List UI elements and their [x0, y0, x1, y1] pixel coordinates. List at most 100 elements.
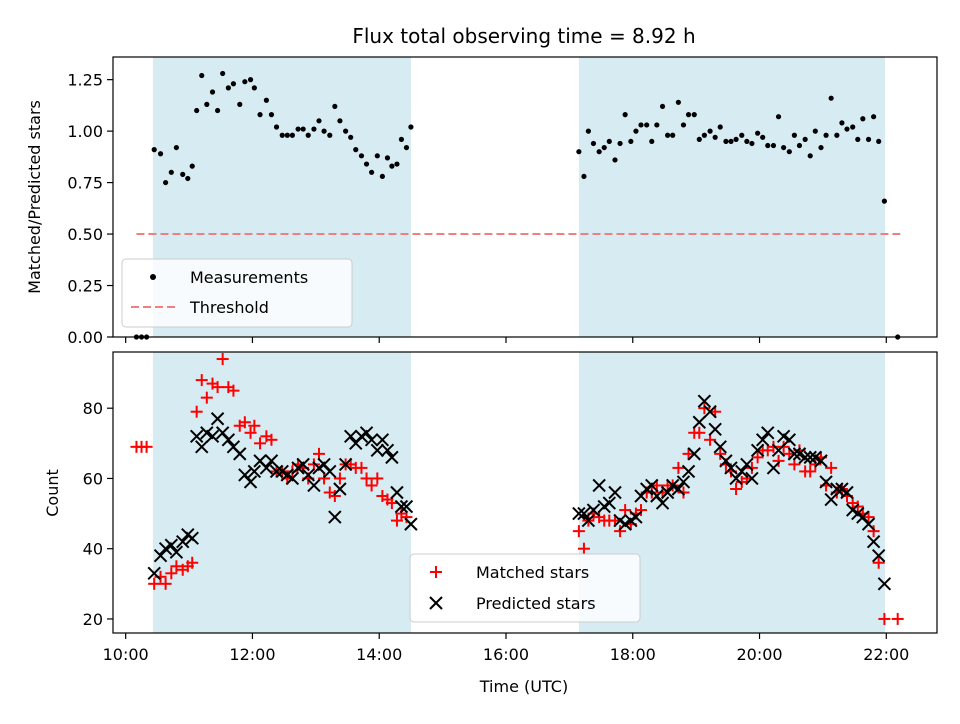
predicted-point-75 — [703, 405, 717, 419]
predicted-point-61 — [629, 510, 643, 524]
measurement-point-39 — [343, 128, 349, 134]
measurement-point-90 — [770, 142, 777, 149]
x-tick-label-3: 16:00 — [483, 645, 529, 664]
predicted-point-91 — [787, 447, 802, 461]
matched-point-45 — [371, 472, 384, 485]
measurement-point-109 — [871, 114, 877, 120]
x-tick-label-2: 14:00 — [356, 645, 402, 664]
measurement-point-102 — [834, 132, 840, 138]
measurement-point-47 — [384, 155, 391, 161]
matched-point-52 — [572, 525, 585, 538]
legend-predicted-label: Predicted stars — [476, 594, 596, 613]
predicted-point-18 — [243, 475, 258, 489]
bottom-legend-box — [409, 553, 641, 623]
measurement-point-77 — [701, 132, 707, 138]
measurement-point-37 — [332, 103, 338, 110]
predicted-point-106 — [866, 534, 881, 549]
measurement-point-17 — [225, 85, 231, 91]
matched-point-110 — [878, 612, 891, 625]
predicted-point-66 — [655, 496, 670, 510]
matched-point-22 — [248, 419, 261, 432]
measurement-point-105 — [850, 124, 856, 130]
predicted-point-49 — [404, 517, 418, 531]
measurement-point-32 — [305, 132, 311, 138]
measurement-point-93 — [786, 149, 792, 155]
predicted-point-97 — [819, 475, 833, 489]
matched-point-7 — [170, 560, 183, 573]
measurement-point-72 — [675, 99, 681, 105]
measurement-point-28 — [284, 132, 290, 138]
top-y-tick-label-5: 1.25 — [67, 71, 103, 90]
measurement-point-88 — [760, 134, 766, 140]
matched-point-77 — [704, 433, 717, 446]
matched-point-35 — [318, 472, 331, 485]
measurement-point-96 — [802, 136, 808, 142]
matched-point-16 — [216, 353, 229, 366]
predicted-point-54 — [592, 478, 606, 493]
bottom-y-axis-label: Count — [43, 469, 62, 517]
measurement-point-40 — [348, 134, 354, 140]
legend-predicted-marker — [429, 596, 443, 610]
measurement-point-21 — [247, 77, 254, 83]
measurement-point-108 — [865, 136, 872, 142]
top-measurement-points — [133, 70, 901, 340]
predicted-point-52 — [581, 513, 596, 528]
measurement-point-51 — [403, 144, 410, 151]
bottom-panel: 20 40 60 80 10:00 12:00 14:00 16:00 18:00 20:00 2… — [43, 351, 938, 696]
measurement-point-63 — [628, 138, 634, 145]
predicted-point-44 — [380, 443, 395, 458]
measurement-point-107 — [860, 116, 866, 122]
predicted-point-107 — [871, 549, 886, 563]
measurement-point-23 — [257, 112, 263, 118]
predicted-point-88 — [771, 443, 786, 458]
top-y-tick-label-4: 1.00 — [67, 122, 103, 141]
measurement-point-73 — [680, 122, 687, 128]
predicted-point-77 — [713, 440, 727, 454]
predicted-point-45 — [385, 450, 399, 465]
measurement-point-97 — [807, 153, 813, 159]
predicted-point-76 — [708, 422, 722, 436]
matched-point-107 — [862, 511, 875, 524]
measurement-point-14 — [209, 89, 216, 95]
matched-point-34 — [313, 447, 325, 460]
matched-point-96 — [804, 465, 817, 478]
measurement-point-101 — [828, 95, 834, 101]
measurement-point-33 — [311, 126, 317, 132]
measurement-point-70 — [665, 132, 671, 138]
bottom-predicted-points — [147, 394, 892, 591]
measurement-point-43 — [363, 161, 370, 167]
measurement-point-57 — [596, 149, 602, 155]
matched-point-105 — [851, 500, 864, 513]
measurement-point-30 — [295, 126, 301, 132]
top-y-tick-label-2: 0.50 — [67, 225, 103, 244]
matched-point-61 — [619, 504, 632, 517]
predicted-point-56 — [602, 496, 617, 510]
matched-point-93 — [788, 458, 801, 471]
matched-point-86 — [751, 451, 764, 464]
measurement-point-42 — [358, 153, 365, 159]
measurement-point-76 — [696, 136, 702, 142]
measurement-point-111 — [881, 198, 887, 204]
matched-point-89 — [767, 440, 780, 453]
top-y-ticks: 0.00 0.25 0.50 0.75 1.00 1.25 — [67, 71, 113, 347]
matched-point-21 — [244, 426, 257, 439]
predicted-point-40 — [359, 426, 374, 440]
predicted-point-30 — [307, 478, 321, 493]
measurement-point-67 — [649, 138, 655, 145]
predicted-point-69 — [671, 482, 686, 496]
measurement-point-71 — [670, 132, 676, 138]
measurement-point-55 — [585, 128, 591, 134]
legend-matched-marker — [430, 566, 442, 578]
predicted-point-41 — [364, 433, 379, 447]
measurement-point-54 — [581, 173, 587, 180]
measurement-point-104 — [844, 126, 850, 132]
top-legend: Measurements Threshold — [121, 258, 353, 328]
predicted-point-51 — [577, 506, 591, 521]
predicted-point-9 — [195, 440, 209, 454]
predicted-point-94 — [803, 450, 817, 465]
matched-point-44 — [365, 479, 378, 492]
matched-point-10 — [186, 556, 199, 569]
predicted-point-21 — [259, 461, 274, 475]
matched-point-100 — [825, 461, 838, 474]
measurement-point-91 — [775, 114, 782, 120]
